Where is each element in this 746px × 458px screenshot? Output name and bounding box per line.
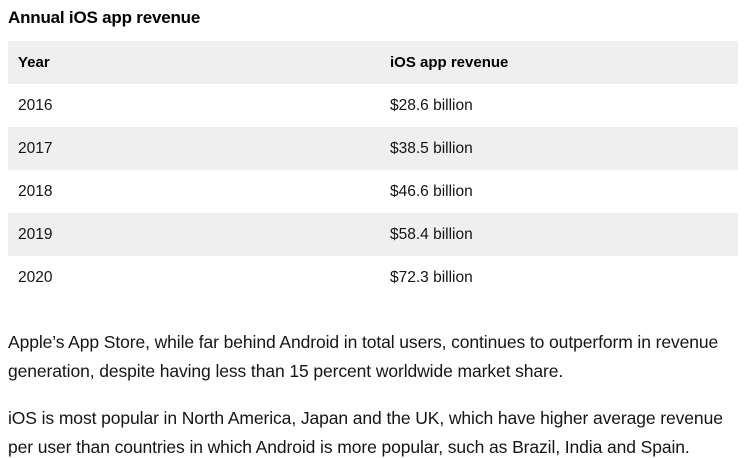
table-header-row: Year iOS app revenue bbox=[8, 41, 738, 84]
table-row: 2017 $38.5 billion bbox=[8, 127, 738, 170]
column-header-year: Year bbox=[8, 41, 380, 84]
table-row: 2016 $28.6 billion bbox=[8, 84, 738, 127]
table-row: 2020 $72.3 billion bbox=[8, 256, 738, 299]
year-cell: 2018 bbox=[18, 182, 53, 200]
revenue-cell: $38.5 billion bbox=[380, 127, 738, 170]
year-cell: 2017 bbox=[8, 127, 380, 170]
page-title: Annual iOS app revenue bbox=[8, 8, 201, 27]
revenue-cell: $72.3 billion bbox=[390, 268, 473, 286]
column-header-revenue: iOS app revenue bbox=[380, 41, 738, 84]
year-cell: 2020 bbox=[18, 268, 53, 286]
table-row: 2018 $46.6 billion bbox=[8, 170, 738, 213]
revenue-cell: $46.6 billion bbox=[390, 182, 473, 200]
revenue-cell: $58.4 billion bbox=[380, 213, 738, 256]
year-cell: 2016 bbox=[18, 96, 53, 114]
paragraph-ios-popularity: iOS is most popular in North America, Ja… bbox=[8, 408, 723, 457]
table-row: 2019 $58.4 billion bbox=[8, 213, 738, 256]
revenue-cell: $28.6 billion bbox=[390, 96, 473, 114]
revenue-table: Year iOS app revenue 2016 $28.6 billion … bbox=[8, 41, 738, 299]
paragraph-app-store-revenue: Apple’s App Store, while far behind Andr… bbox=[8, 332, 719, 381]
year-cell: 2019 bbox=[8, 213, 380, 256]
